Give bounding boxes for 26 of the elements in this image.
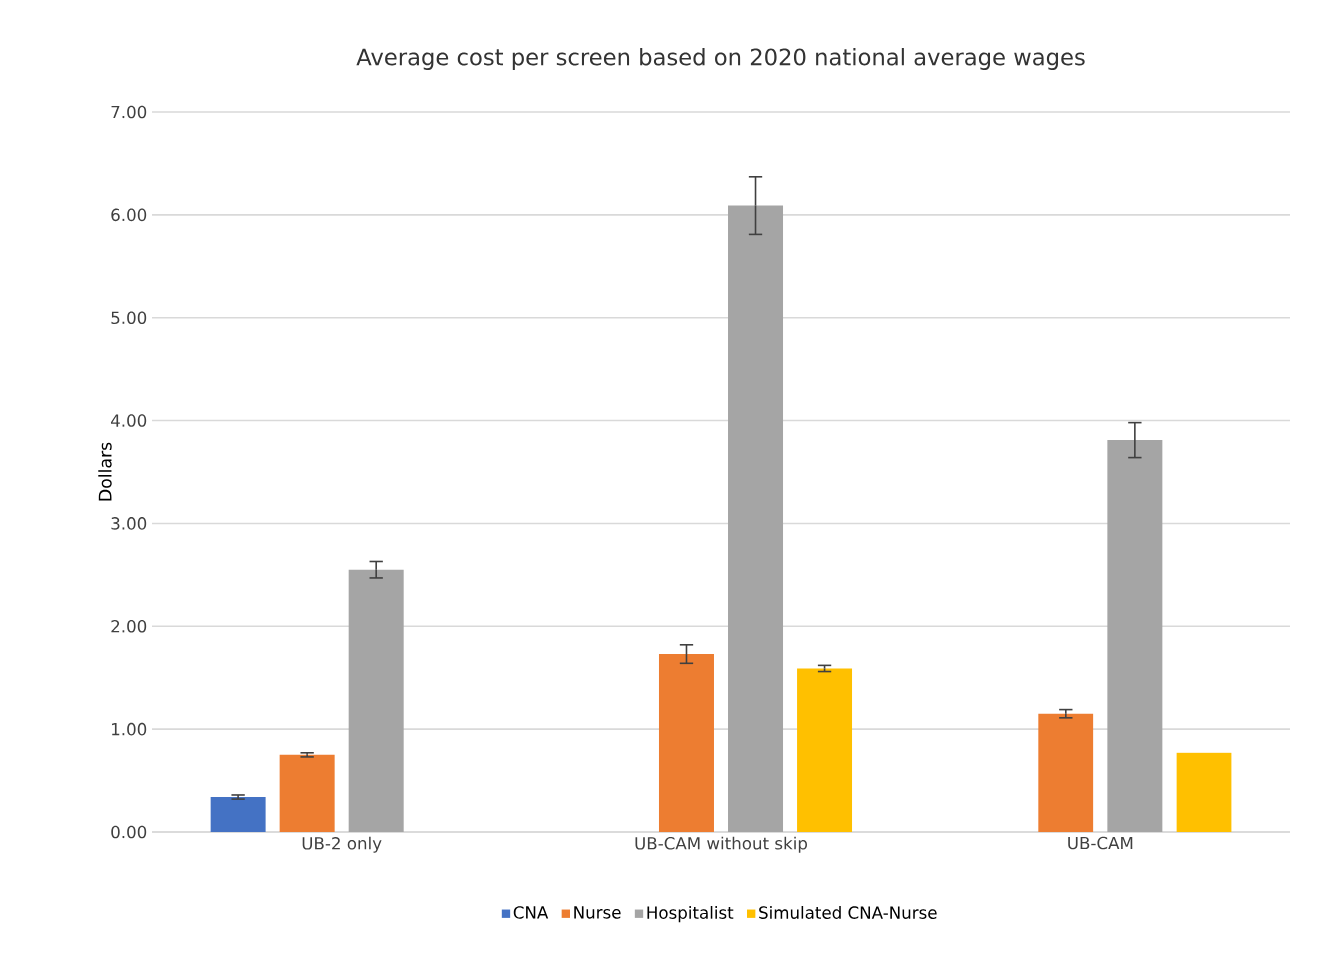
- bar: [658, 654, 714, 832]
- bar: [279, 754, 335, 832]
- x-tick-label: UB-CAM: [1068, 836, 1133, 850]
- bar: [1176, 752, 1232, 832]
- y-tick-label: 4.00: [111, 414, 147, 427]
- chart-title: Average cost per screen based on 2020 national average wages: [356, 48, 1085, 70]
- bar: [210, 797, 266, 832]
- legend-label: Simulated CNA-Nurse: [759, 905, 937, 919]
- x-tick-label: UB-CAM without skip: [635, 836, 808, 853]
- y-tick-label: 6.00: [111, 208, 147, 222]
- y-tick-label: 0.00: [111, 825, 147, 839]
- bar: [728, 205, 784, 832]
- y-tick-label: 2.00: [111, 619, 147, 633]
- y-tick-label: 5.00: [111, 311, 147, 325]
- x-tick-label: UB-2 only: [302, 836, 382, 853]
- y-tick-label: 1.00: [112, 722, 147, 736]
- y-tick-label: 3.00: [111, 517, 147, 530]
- bar: [1038, 713, 1094, 832]
- y-tick-label: 7.00: [111, 105, 147, 119]
- legend-label: Nurse: [574, 906, 621, 919]
- y-axis-title: Dollars: [98, 442, 112, 501]
- bar: [797, 668, 853, 832]
- bar: [1107, 440, 1163, 832]
- bar: [348, 569, 404, 832]
- legend-label: CNA: [513, 906, 549, 919]
- legend-label: Hospitalist: [647, 905, 734, 923]
